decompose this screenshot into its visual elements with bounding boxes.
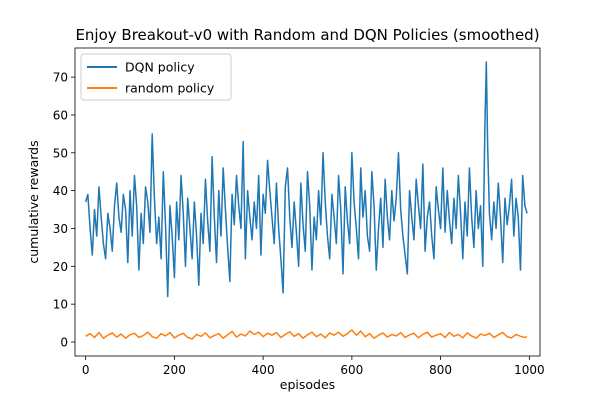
x-tick-label: 800 [429, 363, 452, 377]
y-tick-label: 70 [53, 71, 68, 85]
legend-box [80, 53, 232, 101]
series-layer [84, 61, 528, 340]
plot-frame [74, 47, 541, 357]
x-axis-label: episodes [280, 377, 335, 392]
y-tick-label: 0 [60, 336, 68, 350]
ticks-layer: 0 200 400 600 800 1000 0 10 20 30 40 50 60 70 [53, 71, 545, 377]
series-line-random [85, 329, 528, 340]
x-tick-label: 0 [82, 363, 90, 377]
y-axis-label: cumulative rewards [26, 140, 41, 263]
y-tick-label: 10 [53, 298, 68, 312]
y-tick-label: 20 [53, 260, 68, 274]
legend-label-random: random policy [125, 81, 215, 96]
y-tick-label: 40 [53, 184, 68, 198]
legend: DQN policy random policy [80, 53, 232, 101]
x-tick-label: 400 [252, 363, 275, 377]
x-tick-label: 1000 [514, 363, 545, 377]
x-tick-label: 600 [340, 363, 363, 377]
y-tick-label: 60 [53, 108, 68, 122]
y-tick-label: 30 [53, 222, 68, 236]
legend-label-dqn: DQN policy [125, 60, 195, 75]
x-tick-label: 200 [163, 363, 186, 377]
chart-title: Enjoy Breakout-v0 with Random and DQN Po… [75, 26, 539, 44]
y-tick-label: 50 [53, 146, 68, 160]
series-line-dqn [84, 61, 528, 298]
